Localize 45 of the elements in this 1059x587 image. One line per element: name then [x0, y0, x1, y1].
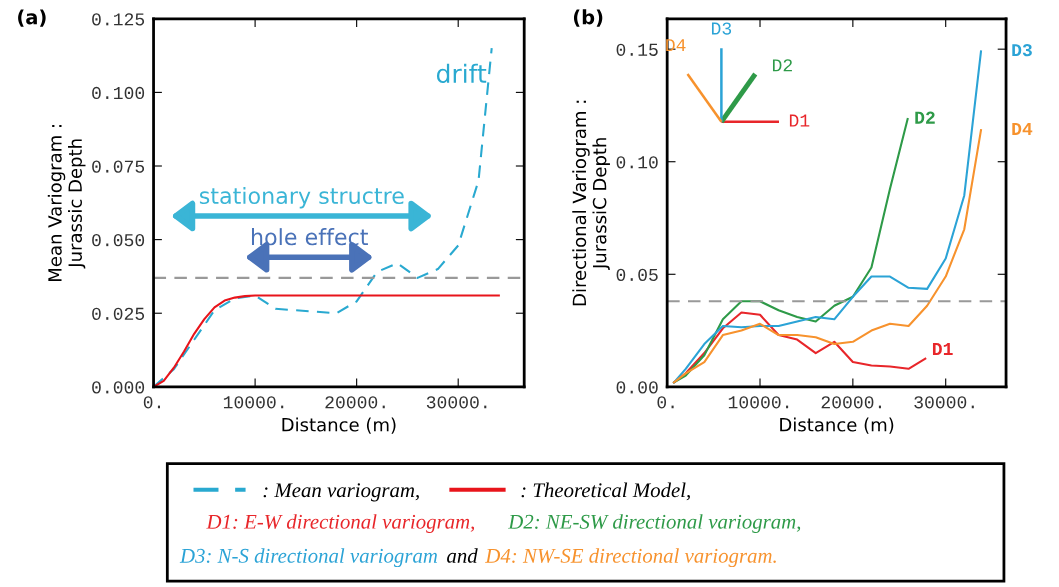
y-tick-label: 0.025	[92, 307, 145, 320]
series-label: D2	[915, 111, 935, 124]
y-tick-label: 0.15	[616, 43, 658, 56]
chart-title: (a)	[18, 9, 46, 27]
line-series	[153, 294, 500, 387]
text: D3: N-S directional variogram	[179, 548, 438, 568]
y-axis-title: Directional Variogram : JurassiC Depth	[572, 100, 610, 306]
series-label: D1	[932, 343, 953, 355]
y-tick-label: 0.10	[616, 156, 658, 169]
x-axis-title: Distance (m)	[780, 417, 894, 434]
x-tick-label: 0.	[143, 396, 160, 409]
annotation: stationary structre	[199, 186, 404, 209]
x-tick-label: 20000.	[821, 396, 881, 409]
x-tick-label: 30000.	[426, 396, 487, 409]
series-label: D3	[1012, 44, 1032, 57]
annotation: drift	[436, 63, 487, 84]
y-tick-label: 0.125	[92, 13, 145, 26]
x-tick-label: 10000.	[223, 396, 284, 409]
text: D2: NE-SW directional variogram,	[508, 514, 801, 534]
text: and	[447, 548, 478, 563]
y-axis-title: Mean Variogram : Jurassic Depth	[47, 125, 86, 281]
x-tick-label: 20000.	[325, 396, 385, 409]
series-label: D4	[1012, 122, 1033, 135]
y-tick-label: 0.000	[92, 381, 145, 394]
annotation: D3	[711, 22, 732, 35]
line-series	[673, 129, 983, 384]
x-tick-label: 10000.	[728, 396, 789, 409]
line-series	[153, 47, 493, 387]
y-tick-label: 0.100	[92, 86, 145, 100]
annotation: hole effect	[251, 228, 368, 246]
x-axis-title: Distance (m)	[282, 417, 396, 434]
y-tick-label: 0.050	[92, 234, 145, 247]
legend-label: : Theoretical Model,	[521, 482, 690, 501]
legend-label: : Mean variogram,	[263, 483, 419, 502]
x-tick-label: 30000.	[914, 396, 974, 409]
y-tick-label: 0.00	[616, 381, 658, 394]
text: D1: E-W directional variogram,	[206, 514, 475, 534]
annotation: D2	[772, 59, 792, 72]
y-tick-label: 0.075	[92, 160, 145, 173]
annotation: D1	[789, 114, 810, 127]
line-series	[673, 50, 983, 384]
text: D4: NW-SE directional variogram.	[485, 548, 776, 568]
y-tick-label: 0.05	[616, 268, 658, 281]
chart-title: (b)	[573, 9, 603, 27]
x-tick-label: 0.	[657, 396, 674, 409]
